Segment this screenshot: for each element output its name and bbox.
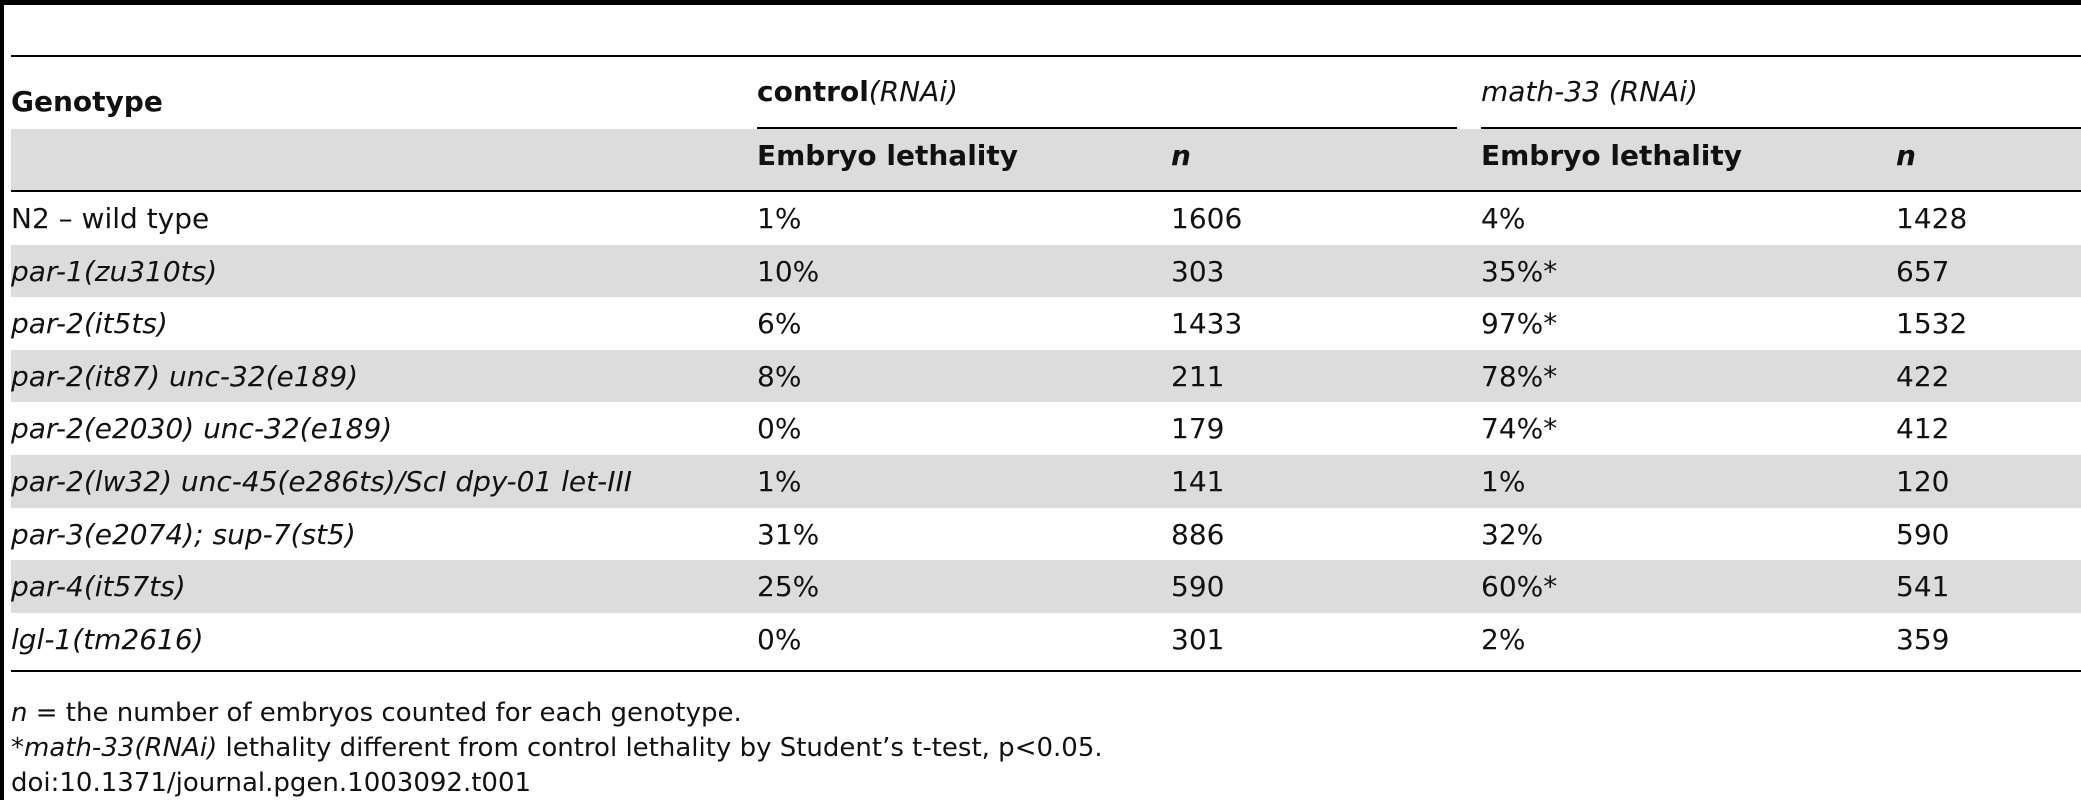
- row-shading: [11, 349, 2081, 403]
- genotype-cell: par-2(it5ts): [11, 307, 168, 341]
- control-lethality-cell: 6%: [757, 307, 802, 341]
- math33-n-cell: 1428: [1896, 202, 1968, 235]
- math33-n-header: n: [1896, 139, 1916, 172]
- math33-n-cell: 541: [1896, 570, 1950, 604]
- genotype-cell: par-2(e2030) unc-32(e189): [11, 412, 393, 446]
- math33-n-cell: 590: [1896, 517, 1950, 551]
- header-top-rule: [11, 55, 2081, 57]
- math33-lethality-header: Embryo lethality: [1481, 139, 1743, 172]
- control-group-header: control(RNAi): [757, 75, 958, 108]
- genotype-cell: par-2(lw32) unc-45(e286ts)/ScI dpy-01 le…: [11, 465, 632, 498]
- math33-n-cell: 359: [1896, 622, 1950, 656]
- control-lethality-cell: 25%: [757, 570, 820, 604]
- header-band: [11, 129, 2081, 190]
- math33-lethality-cell: 35%*: [1481, 254, 1558, 288]
- footnote-n-definition: n = the number of embryos counted for ea…: [11, 698, 742, 728]
- row-shading: [11, 455, 2081, 508]
- control-lethality-cell: 0%: [757, 412, 802, 446]
- genotype-cell: N2 – wild type: [11, 202, 210, 235]
- math33-n-cell: 1532: [1896, 307, 1968, 341]
- math33-lethality-cell: 97%*: [1481, 307, 1558, 341]
- genotype-cell: lgl-1(tm2616): [11, 622, 204, 656]
- control-lethality-cell: 8%: [757, 359, 802, 393]
- math33-n-cell: 412: [1896, 412, 1950, 446]
- left-border: [0, 0, 4, 800]
- top-border: [0, 0, 2081, 5]
- control-n-cell: 590: [1171, 570, 1225, 604]
- control-n-header: n: [1171, 139, 1191, 172]
- row-shading: [11, 560, 2081, 613]
- control-lethality-cell: 0%: [757, 622, 802, 656]
- control-n-cell: 1606: [1171, 202, 1243, 235]
- math33-group-header: math-33 (RNAi): [1481, 75, 1698, 108]
- control-n-cell: 1433: [1171, 307, 1243, 341]
- math33-lethality-cell: 1%: [1481, 465, 1526, 498]
- header-bottom-rule: [11, 190, 2081, 192]
- math33-lethality-cell: 4%: [1481, 202, 1526, 235]
- math33-lethality-cell: 60%*: [1481, 570, 1558, 604]
- control-lethality-header: Embryo lethality: [757, 139, 1019, 172]
- math33-lethality-cell: 2%: [1481, 622, 1526, 656]
- control-group-rule: [757, 127, 1457, 129]
- control-n-cell: 141: [1171, 465, 1225, 498]
- footnote-ttest: *math-33(RNAi) lethality different from …: [11, 733, 1103, 763]
- math33-n-cell: 657: [1896, 254, 1950, 288]
- row-shading: [11, 244, 2081, 298]
- control-n-cell: 886: [1171, 517, 1225, 551]
- control-lethality-cell: 31%: [757, 517, 820, 551]
- math33-lethality-cell: 32%: [1481, 517, 1544, 551]
- genotype-cell: par-4(it57ts): [11, 570, 186, 604]
- control-n-cell: 179: [1171, 412, 1225, 446]
- genotype-header: Genotype: [11, 85, 163, 118]
- control-n-cell: 303: [1171, 254, 1225, 288]
- math33-n-cell: 422: [1896, 359, 1950, 393]
- genotype-cell: par-3(e2074); sup-7(st5): [11, 517, 356, 551]
- footnote-doi: doi:10.1371/journal.pgen.1003092.t001: [11, 768, 532, 798]
- control-n-cell: 211: [1171, 359, 1225, 393]
- control-lethality-cell: 1%: [757, 202, 802, 235]
- control-lethality-cell: 10%: [757, 254, 820, 288]
- math33-lethality-cell: 74%*: [1481, 412, 1558, 446]
- math33-group-rule: [1481, 127, 2081, 129]
- genotype-cell: par-1(zu310ts): [11, 254, 218, 288]
- control-lethality-cell: 1%: [757, 465, 802, 498]
- control-n-cell: 301: [1171, 622, 1225, 656]
- table-bottom-rule: [11, 670, 2081, 672]
- genotype-cell: par-2(it87) unc-32(e189): [11, 359, 359, 393]
- math33-n-cell: 120: [1896, 465, 1950, 498]
- math33-lethality-cell: 78%*: [1481, 359, 1558, 393]
